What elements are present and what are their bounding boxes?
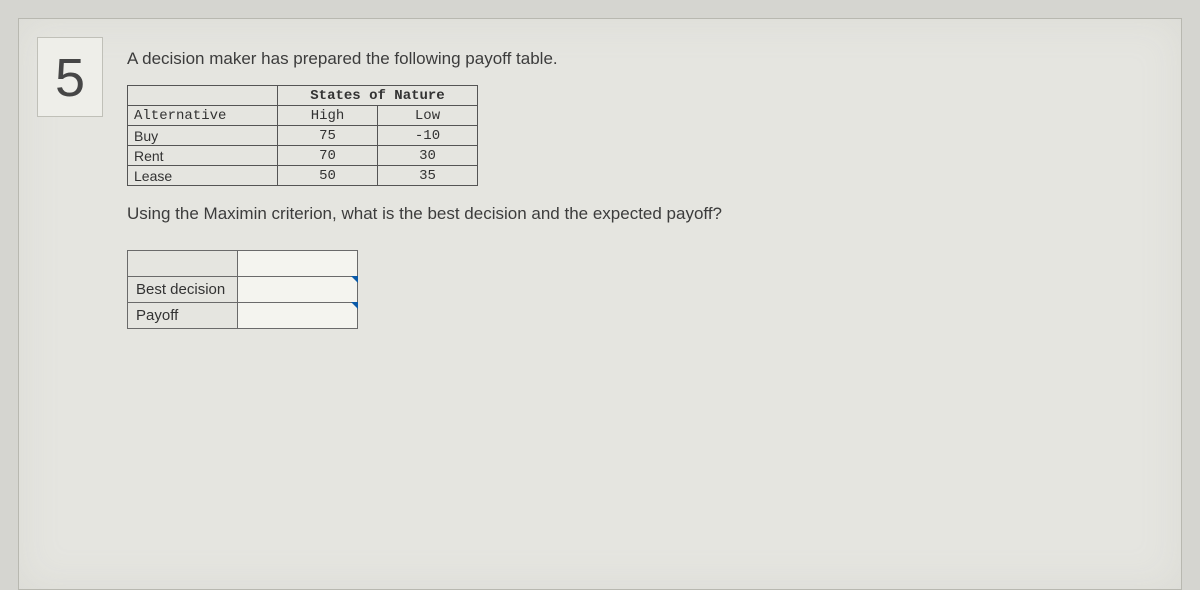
- payoff-header-row-1: States of Nature: [128, 86, 478, 106]
- lease-high: 50: [278, 166, 378, 186]
- col-header-alternative: Alternative: [128, 106, 278, 126]
- best-decision-input-cell[interactable]: [238, 277, 358, 303]
- question-content: A decision maker has prepared the follow…: [127, 49, 1151, 329]
- buy-high: 75: [278, 126, 378, 146]
- states-of-nature-header: States of Nature: [278, 86, 478, 106]
- payoff-input[interactable]: [246, 307, 349, 324]
- answer-table: Best decision Payoff: [127, 250, 358, 329]
- input-corner-icon: [351, 302, 358, 309]
- payoff-row-rent: Rent 70 30: [128, 146, 478, 166]
- payoff-header-row-2: Alternative High Low: [128, 106, 478, 126]
- prompt-intro: A decision maker has prepared the follow…: [127, 49, 1151, 69]
- rent-high: 70: [278, 146, 378, 166]
- best-decision-label: Best decision: [128, 277, 238, 303]
- payoff-row-buy: Buy 75 -10: [128, 126, 478, 146]
- payoff-header-blank: [128, 86, 278, 106]
- page-container: 5 A decision maker has prepared the foll…: [18, 18, 1182, 590]
- answer-header-blank-1: [128, 251, 238, 277]
- payoff-row-lease: Lease 50 35: [128, 166, 478, 186]
- input-corner-icon: [351, 276, 358, 283]
- lease-low: 35: [378, 166, 478, 186]
- payoff-input-cell[interactable]: [238, 303, 358, 329]
- alt-rent: Rent: [128, 146, 278, 166]
- answer-row-best-decision: Best decision: [128, 277, 358, 303]
- question-number: 5: [55, 48, 85, 108]
- col-header-low: Low: [378, 106, 478, 126]
- answer-header-row: [128, 251, 358, 277]
- answer-header-blank-2: [238, 251, 358, 277]
- alt-lease: Lease: [128, 166, 278, 186]
- col-header-high: High: [278, 106, 378, 126]
- rent-low: 30: [378, 146, 478, 166]
- alt-buy: Buy: [128, 126, 278, 146]
- question-number-box: 5: [37, 37, 103, 117]
- answer-row-payoff: Payoff: [128, 303, 358, 329]
- payoff-table: States of Nature Alternative High Low Bu…: [127, 85, 478, 186]
- payoff-label: Payoff: [128, 303, 238, 329]
- prompt-question: Using the Maximin criterion, what is the…: [127, 204, 1151, 224]
- buy-low: -10: [378, 126, 478, 146]
- best-decision-input[interactable]: [246, 281, 349, 298]
